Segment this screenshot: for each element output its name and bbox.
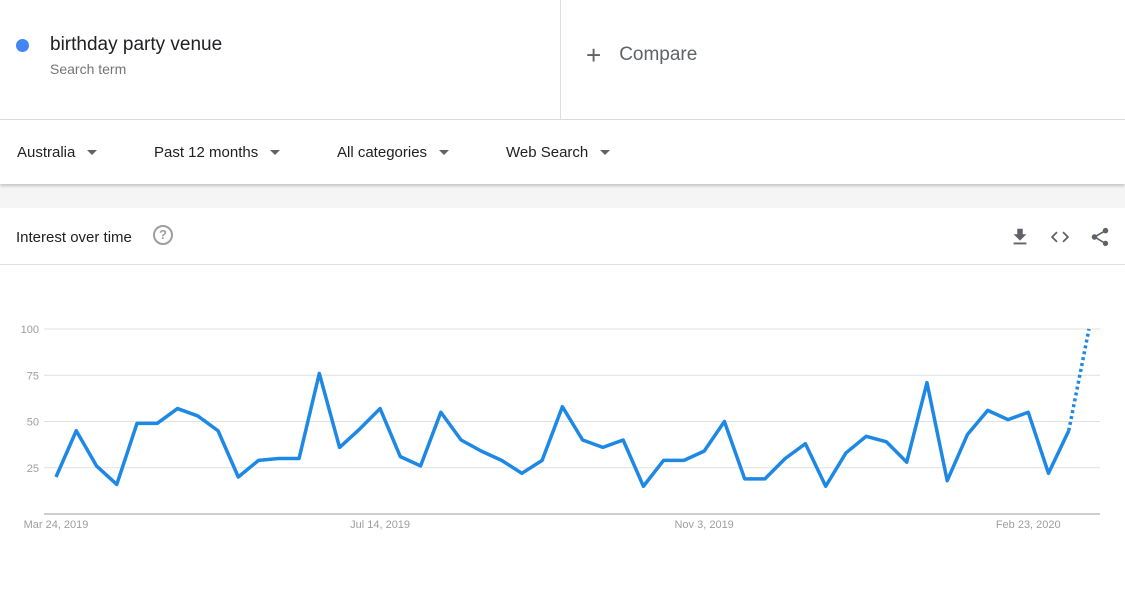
caret-down-icon <box>87 150 98 155</box>
x-tick-label: Nov 3, 2019 <box>674 519 733 531</box>
region-dropdown[interactable]: Australia <box>17 144 98 161</box>
y-tick-label: 75 <box>27 370 39 382</box>
y-tick-label: 100 <box>21 324 39 336</box>
interest-over-time-chart: 25 50 75 100 Mar 24, 2019 Jul 14, 2019 Nov 3, … <box>21 324 1100 531</box>
partial-data-line <box>1067 328 1091 432</box>
x-tick-label: Jul 14, 2019 <box>350 519 410 531</box>
dropdown-label: Past 12 months <box>154 144 259 161</box>
search-term-card[interactable]: birthday party venue Search term <box>0 0 561 120</box>
search-type-dropdown[interactable]: Web Search <box>506 144 611 161</box>
filter-bar: Australia Past 12 months All categories … <box>0 120 1125 184</box>
dropdown-label: Australia <box>17 144 76 161</box>
compare-button[interactable]: + Compare <box>586 40 698 70</box>
embed-code-icon[interactable] <box>1049 226 1071 248</box>
search-terms-bar: birthday party venue Search term + Compa… <box>0 0 1125 120</box>
caret-down-icon <box>439 150 450 155</box>
caret-down-icon <box>600 150 611 155</box>
section-divider <box>0 184 1125 208</box>
help-icon[interactable]: ? <box>153 225 173 245</box>
time-range-dropdown[interactable]: Past 12 months <box>154 144 281 161</box>
dropdown-label: Web Search <box>506 144 589 161</box>
search-term-subtitle: Search term <box>50 61 127 77</box>
caret-down-icon <box>270 150 281 155</box>
x-tick-label: Feb 23, 2020 <box>996 519 1061 531</box>
y-tick-label: 25 <box>27 463 39 475</box>
card-header: Interest over time ? <box>0 208 1125 265</box>
search-term-name: birthday party venue <box>50 34 223 55</box>
x-tick-label: Mar 24, 2019 <box>24 519 89 531</box>
y-tick-label: 50 <box>27 417 39 429</box>
compare-label: Compare <box>619 44 698 65</box>
series-line <box>54 371 1071 488</box>
card-title: Interest over time <box>16 229 132 246</box>
series-color-dot <box>16 39 29 52</box>
share-icon[interactable] <box>1089 226 1111 248</box>
dropdown-label: All categories <box>337 144 428 161</box>
download-icon[interactable] <box>1009 226 1031 248</box>
plus-icon: + <box>586 40 602 70</box>
category-dropdown[interactable]: All categories <box>337 144 450 161</box>
